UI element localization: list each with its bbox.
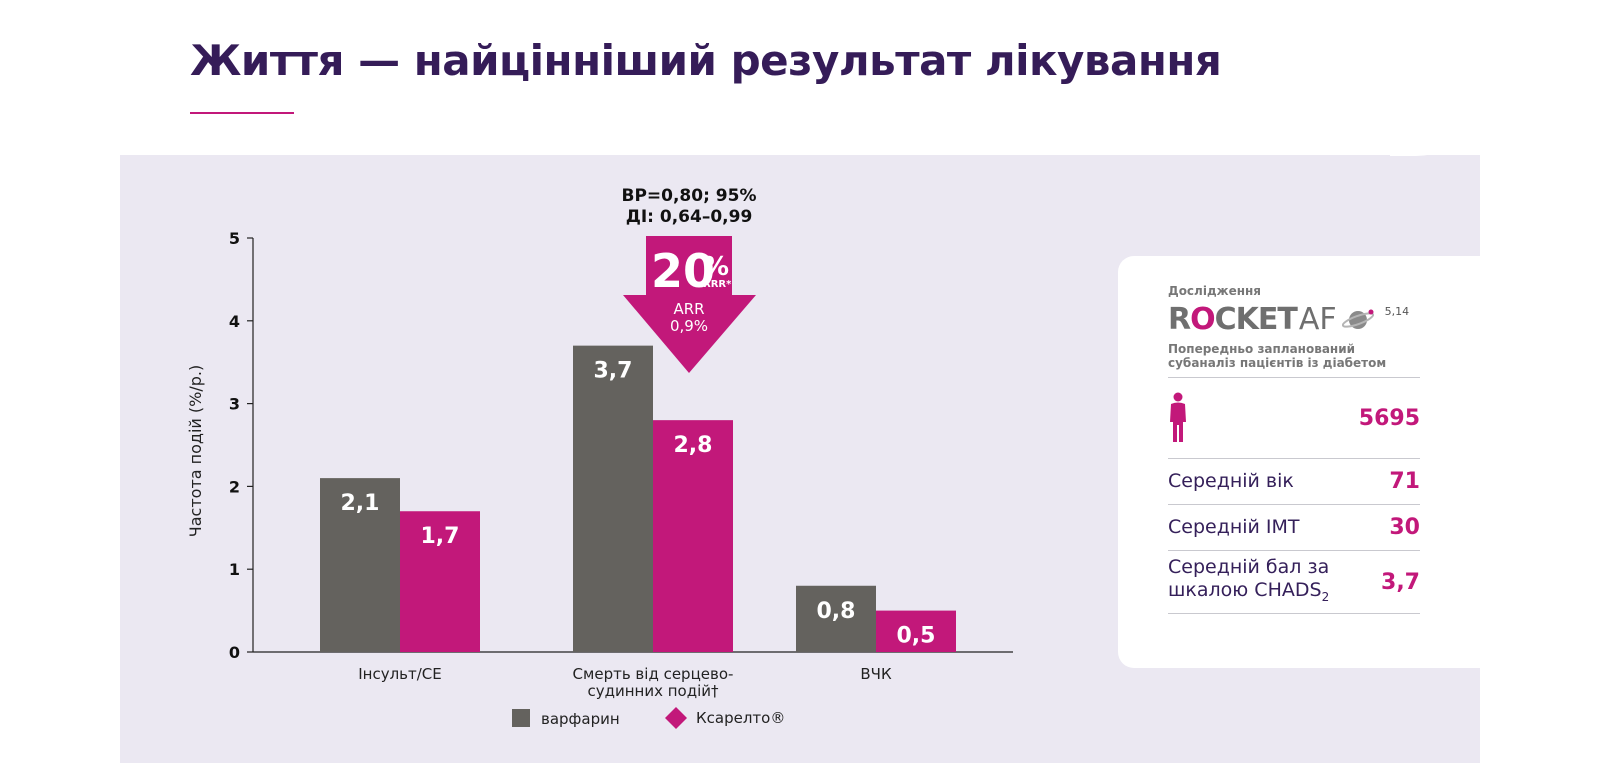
chads-label: Середній бал за шкалою CHADS2 — [1168, 555, 1330, 604]
category-label: ВЧК — [860, 665, 892, 683]
age-row: Середній вік 71 — [1168, 459, 1420, 505]
down-arrow — [623, 236, 756, 373]
y-tick-label: 4 — [229, 312, 240, 331]
y-tick-label: 1 — [229, 560, 240, 579]
legend-xarelto-swatch — [665, 707, 687, 729]
bar-value-label: 0,5 — [897, 624, 936, 649]
person-icon — [1170, 392, 1186, 442]
category-label: Смерть від серцево- — [573, 665, 734, 683]
study-card: Дослідження ROCKET AF 5,14 Попередньо за… — [1118, 256, 1488, 668]
bar-warfarin — [796, 585, 876, 652]
hr-line-1: ВР=0,80; 95% — [621, 186, 756, 206]
bar-xarelto — [400, 511, 480, 652]
bar-value-label: 1,7 — [421, 524, 460, 549]
category-label: Інсульт/СЕ — [358, 665, 442, 683]
y-tick-label: 3 — [229, 395, 240, 414]
bar-xarelto — [653, 420, 733, 652]
patients-count: 5695 — [1358, 405, 1420, 431]
category-label: судинних подій† — [587, 682, 719, 700]
y-tick-label: 0 — [229, 643, 240, 662]
bmi-label: Середній ІМТ — [1168, 516, 1300, 538]
chart-legend: варфарин Ксарелто® — [512, 707, 785, 729]
rrr-percent: % — [703, 252, 729, 282]
planet-icon — [1341, 309, 1374, 329]
bmi-value: 30 — [1389, 515, 1420, 540]
bar-chart: 0 1 2 3 4 5 Частота подій (%/р.) 2,1 1,7 3,7 2,8 0… — [186, 186, 1013, 729]
study-label: Дослідження — [1168, 284, 1262, 298]
page-title: Життя — найцінніший результат лікування — [190, 36, 1222, 85]
chads-row: Середній бал за шкалою CHADS2 3,7 — [1168, 551, 1420, 614]
age-label: Середній вік — [1168, 470, 1294, 492]
rrr-label: RRR* — [703, 279, 732, 290]
rocket-af-logo: ROCKET AF 5,14 — [1168, 301, 1410, 337]
bar-value-label: 2,1 — [341, 491, 380, 516]
reference-number: 5,14 — [1384, 305, 1410, 318]
bar-xarelto — [876, 610, 956, 652]
chads-value: 3,7 — [1381, 569, 1420, 595]
study-subtitle: Попередньо запланований субаналіз пацієн… — [1168, 342, 1420, 378]
bar-value-label: 3,7 — [594, 359, 633, 384]
age-value: 71 — [1389, 469, 1420, 494]
bar-value-label: 0,8 — [817, 599, 856, 624]
bar-warfarin — [573, 345, 653, 652]
arr-label: ARR — [673, 300, 704, 318]
rrr-value: 20 — [651, 244, 715, 298]
title-underline — [190, 112, 294, 114]
bar-value-label: 2,8 — [674, 433, 713, 458]
legend-warfarin-swatch — [512, 709, 530, 727]
y-tick-label: 2 — [229, 477, 240, 496]
decorative-curve — [1390, 60, 1486, 156]
patients-row: 5695 — [1168, 378, 1420, 459]
y-axis-label: Частота подій (%/р.) — [186, 365, 205, 537]
chart-category-labels: Інсульт/СЕ Смерть від серцево-судинних по… — [358, 665, 892, 700]
legend-xarelto-label: Ксарелто® — [696, 709, 785, 727]
bmi-row: Середній ІМТ 30 — [1168, 505, 1420, 551]
chart-bars: 2,1 1,7 3,7 2,8 0,8 0,5 — [320, 345, 956, 652]
arr-value: 0,9% — [670, 317, 708, 335]
bar-warfarin — [320, 478, 400, 652]
y-tick-label: 5 — [229, 229, 240, 248]
legend-warfarin-label: варфарин — [541, 710, 620, 728]
hr-line-2: ДІ: 0,64–0,99 — [626, 207, 753, 227]
